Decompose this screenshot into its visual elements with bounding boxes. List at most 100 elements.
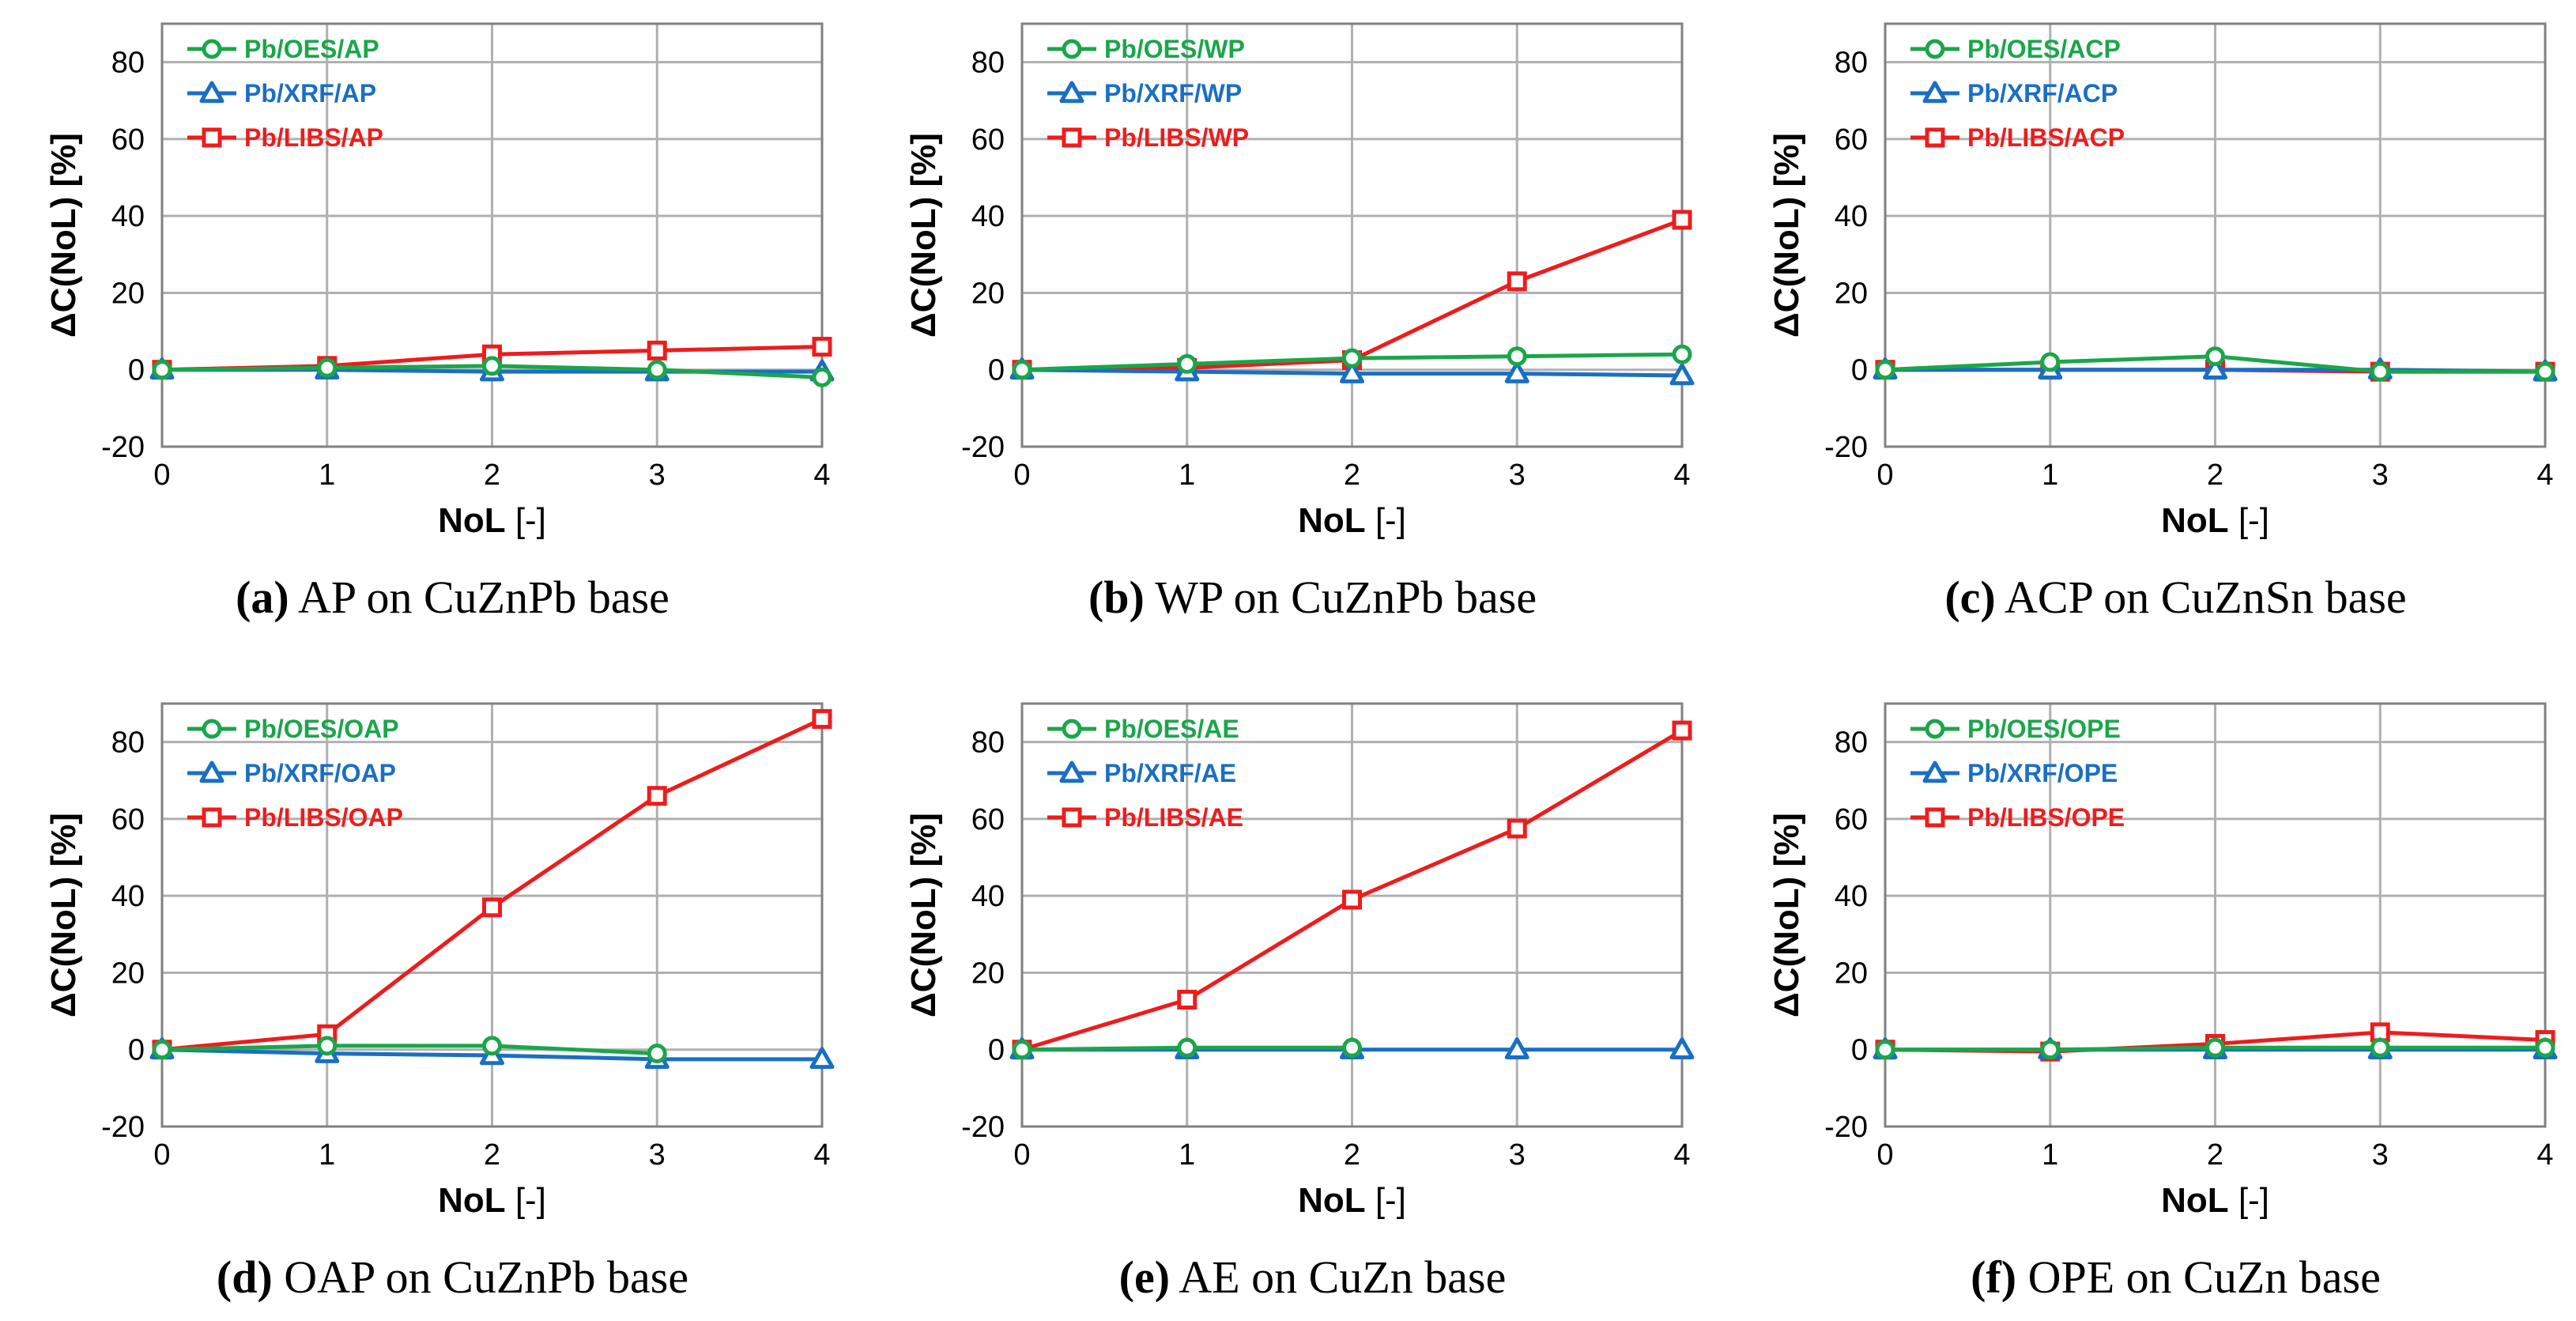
data-point — [647, 1044, 667, 1064]
data-point — [647, 360, 667, 380]
y-tick-label: 60 — [111, 123, 145, 157]
x-axis-label-name: NoL — [2161, 1181, 2229, 1220]
data-point — [1507, 271, 1527, 292]
legend-marker — [1922, 761, 1948, 783]
y-tick-label: 0 — [128, 1034, 145, 1067]
x-tick-label: 0 — [1013, 459, 1030, 492]
panel-caption-letter: (b) — [1088, 572, 1145, 623]
legend-label: Pb/OES/AE — [1104, 715, 1239, 743]
x-tick-label: 0 — [1876, 459, 1893, 492]
x-tick-label: 1 — [319, 459, 335, 492]
data-point — [482, 897, 502, 918]
plot-frame — [1884, 22, 2547, 448]
legend-label: Pb/XRF/WP — [1104, 79, 1242, 108]
data-point — [1669, 363, 1695, 386]
data-point — [317, 1036, 338, 1056]
x-tick-label: 2 — [2207, 1138, 2223, 1172]
panel-caption-text: AE on CuZn base — [1170, 1251, 1506, 1303]
panel-caption-letter: (d) — [217, 1251, 273, 1303]
x-tick-label: 0 — [153, 459, 170, 492]
data-point — [809, 1047, 835, 1070]
x-tick-label: 2 — [1344, 1138, 1360, 1172]
y-tick-label: 80 — [971, 47, 1005, 80]
y-tick-label: 0 — [128, 354, 145, 387]
y-tick-label: 60 — [1835, 123, 1868, 157]
data-point — [647, 340, 667, 360]
x-axis-label-unit: [-] — [506, 501, 546, 540]
x-tick-label: 4 — [1673, 1138, 1690, 1172]
y-tick-label: 20 — [1835, 957, 1868, 990]
x-tick-label: 3 — [1509, 1138, 1526, 1172]
x-axis-label-name: NoL — [438, 1181, 506, 1220]
data-point — [1012, 360, 1032, 380]
legend-marker — [1925, 127, 1945, 148]
legend-label: Pb/OES/ACP — [1967, 35, 2121, 63]
legend-marker — [1925, 719, 1945, 739]
x-tick-label: 4 — [1673, 459, 1690, 492]
y-axis-label: ΔC(NoL) [%] — [44, 813, 83, 1017]
panel-caption-letter: (c) — [1944, 572, 1995, 623]
y-axis-label: ΔC(NoL) [%] — [1767, 133, 1806, 338]
legend-marker — [202, 39, 222, 59]
series-line — [161, 1044, 658, 1056]
legend-label: Pb/XRF/OAP — [244, 759, 396, 787]
plot-frame — [1884, 702, 2547, 1128]
legend-marker — [202, 719, 222, 739]
y-tick-label: 80 — [111, 47, 145, 80]
x-tick-label: 1 — [1179, 1138, 1195, 1172]
y-tick-label: 60 — [1835, 803, 1868, 836]
x-tick-label: 3 — [2372, 459, 2389, 492]
x-axis-label-name: NoL — [1298, 501, 1366, 540]
y-tick-label: 40 — [111, 200, 145, 233]
panel-caption-text: OAP on CuZnPb base — [273, 1251, 688, 1303]
legend-marker — [1922, 81, 1948, 104]
y-tick-label: 40 — [111, 880, 145, 913]
y-tick-label: -20 — [101, 1111, 145, 1144]
data-point — [1507, 346, 1527, 367]
y-axis-label: ΔC(NoL) [%] — [904, 813, 943, 1017]
x-tick-label: 3 — [2372, 1138, 2389, 1172]
data-point — [1342, 1037, 1362, 1058]
panel-caption: (e) AE on CuZn base — [1119, 1251, 1507, 1303]
legend-label: Pb/OES/AP — [244, 35, 379, 63]
data-point — [1012, 1040, 1032, 1060]
legend-label: Pb/XRF/ACP — [1967, 79, 2118, 108]
legend-label: Pb/OES/OPE — [1967, 715, 2121, 743]
legend-marker — [1059, 761, 1084, 783]
y-tick-label: 20 — [111, 957, 145, 990]
y-tick-label: 40 — [971, 200, 1005, 233]
legend-label: Pb/LIBS/AP — [244, 123, 383, 152]
y-tick-label: 0 — [1851, 354, 1868, 387]
data-point — [647, 786, 667, 806]
x-tick-label: 1 — [2042, 1138, 2058, 1172]
legend-label: Pb/XRF/AP — [244, 79, 376, 108]
data-point — [1340, 361, 1364, 383]
panel-caption-text: AP on CuZnPb base — [289, 572, 669, 623]
legend-label: Pb/OES/OAP — [244, 715, 399, 743]
panel-caption: (c) ACP on CuZnSn base — [1944, 572, 2406, 623]
legend-marker — [1925, 39, 1945, 59]
y-tick-label: 60 — [111, 803, 145, 836]
x-axis-label-unit: [-] — [1366, 1181, 1406, 1220]
y-tick-label: 60 — [971, 803, 1005, 836]
x-tick-label: 3 — [649, 459, 666, 492]
data-point — [2040, 352, 2061, 372]
x-axis-label-name: NoL — [438, 501, 506, 540]
panel-caption-letter: (a) — [236, 572, 289, 623]
data-point — [152, 360, 172, 380]
x-axis-label-unit: [-] — [1366, 501, 1406, 540]
x-axis-label: NoL [-] — [1298, 1181, 1406, 1220]
panel-caption: (f) OPE on CuZn base — [1971, 1251, 2381, 1303]
legend-label: Pb/LIBS/OAP — [244, 803, 403, 832]
x-tick-label: 1 — [319, 1138, 335, 1172]
y-axis-label: ΔC(NoL) [%] — [1767, 813, 1806, 1017]
y-tick-label: -20 — [961, 1111, 1005, 1144]
x-axis-label-unit: [-] — [506, 1181, 546, 1220]
plot-frame — [1020, 702, 1684, 1128]
data-point — [1504, 1037, 1529, 1059]
x-axis-label-name: NoL — [1298, 1181, 1366, 1220]
